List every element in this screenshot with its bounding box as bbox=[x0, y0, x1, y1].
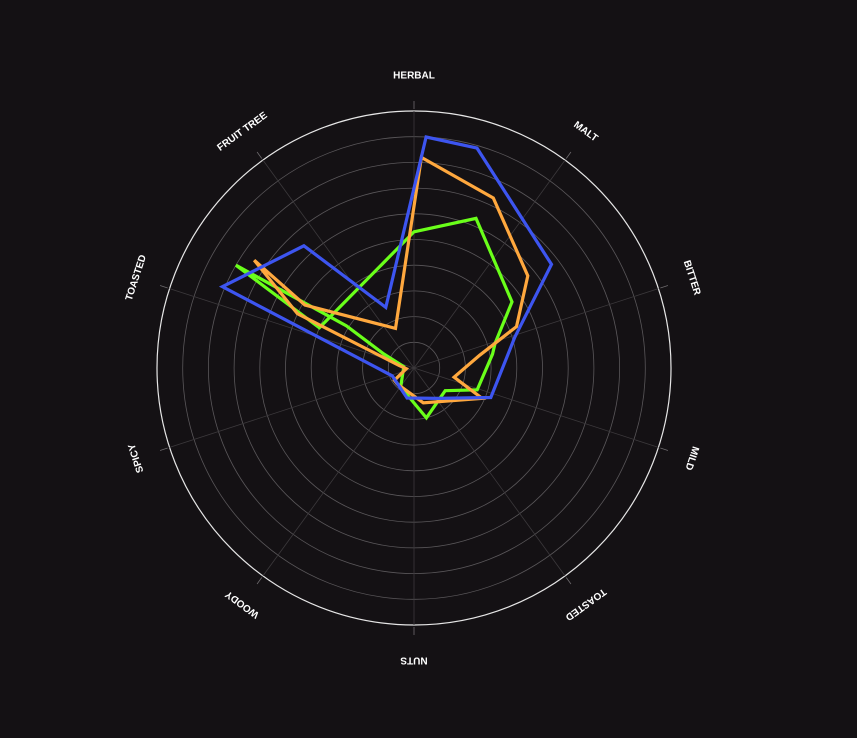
axis-spoke bbox=[413, 367, 659, 448]
axis-tick bbox=[159, 285, 168, 289]
radar-series bbox=[218, 135, 554, 421]
axis-label-malt: MALT bbox=[571, 120, 599, 145]
axis-tick bbox=[660, 285, 669, 289]
radar-grid bbox=[156, 101, 672, 635]
axis-label-fruit-tree: FRUIT TREE bbox=[215, 110, 269, 154]
axis-label-woody: WOODY bbox=[223, 588, 261, 620]
axis-tick bbox=[660, 447, 669, 451]
axis-spoke bbox=[169, 367, 415, 448]
axis-label-spicy: SPICY bbox=[126, 442, 146, 474]
series-line-3 bbox=[218, 135, 554, 401]
axis-tick bbox=[565, 151, 572, 159]
axis-tick bbox=[565, 577, 572, 585]
axis-label-mild: MILD bbox=[683, 445, 701, 472]
axis-tick bbox=[256, 151, 263, 159]
axis-spoke bbox=[262, 159, 415, 369]
axis-label-toasted: TOASTED bbox=[563, 586, 608, 623]
axis-label-nuts: NUTS bbox=[400, 654, 428, 665]
axis-spoke bbox=[169, 288, 415, 369]
axis-label-herbal: HERBAL bbox=[393, 71, 435, 82]
axis-spoke bbox=[413, 159, 566, 369]
axis-label-bitter: BITTER bbox=[681, 259, 703, 297]
axis-spoke bbox=[262, 367, 415, 577]
axis-tick bbox=[159, 447, 168, 451]
axis-spoke bbox=[413, 288, 659, 369]
axis-tick bbox=[256, 577, 263, 585]
axis-label-toasted: TOASTED bbox=[124, 254, 149, 303]
